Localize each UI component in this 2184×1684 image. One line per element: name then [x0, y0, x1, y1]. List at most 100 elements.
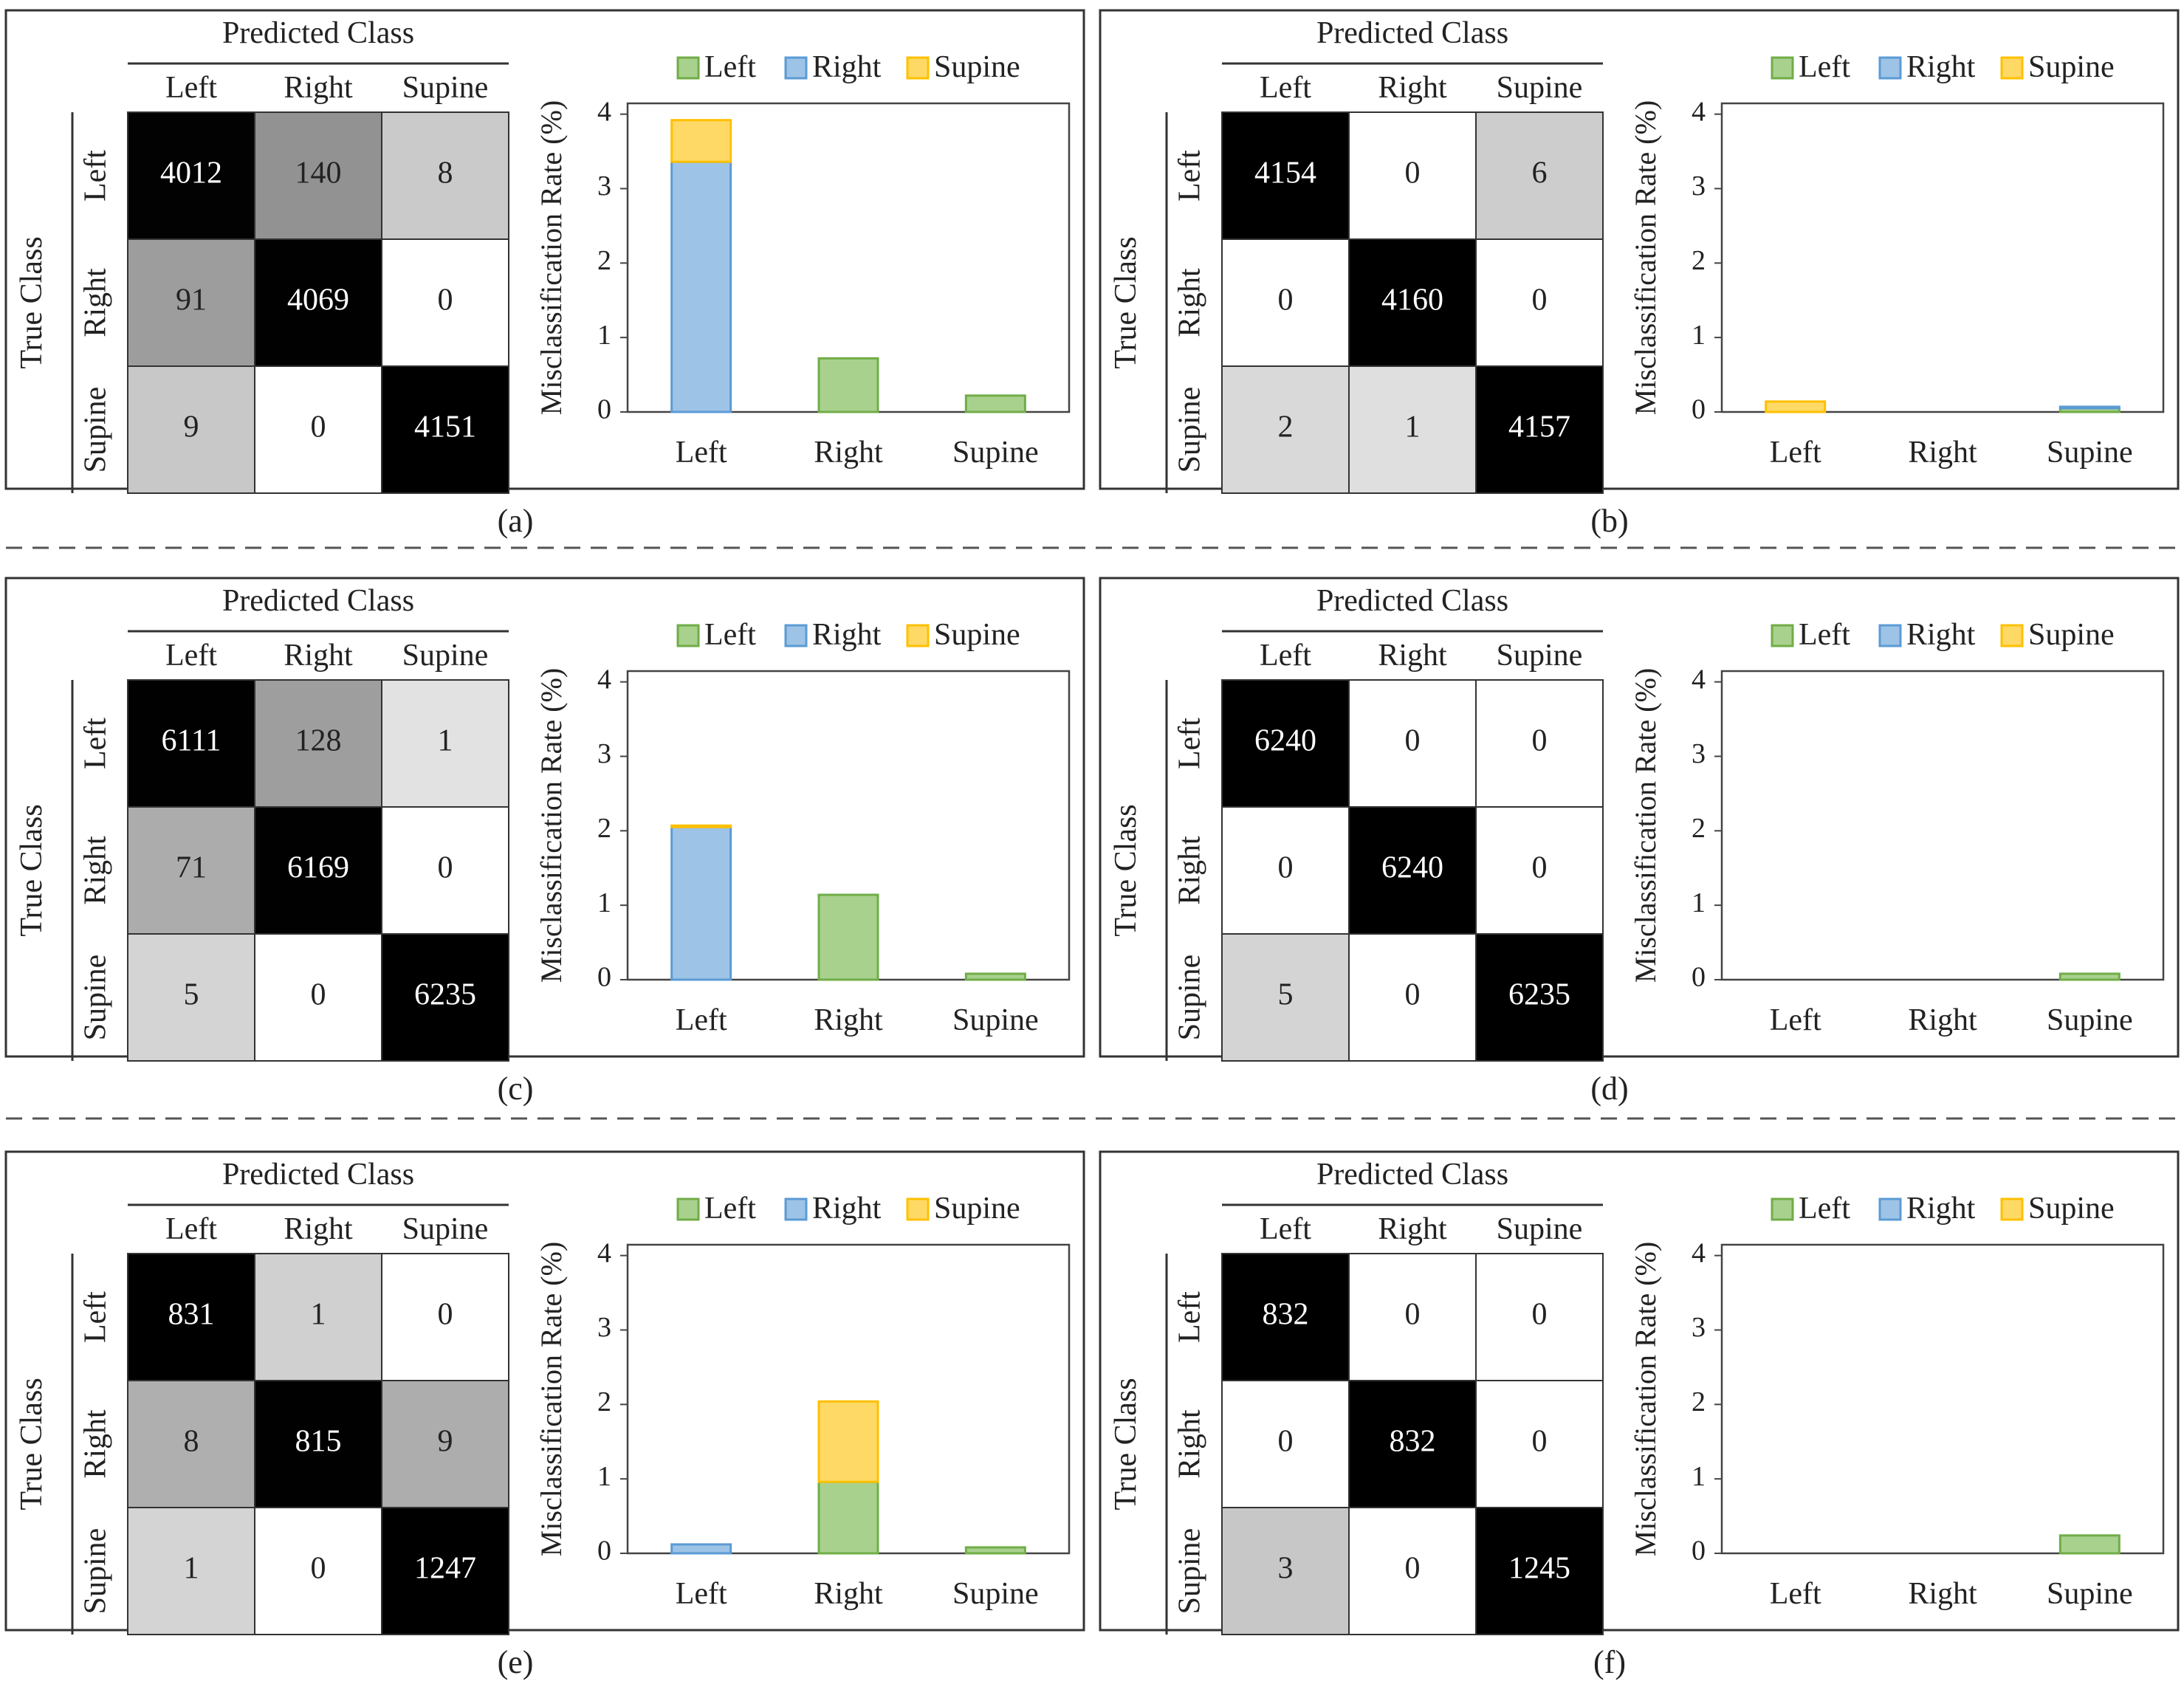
x-tick-label: Left — [676, 436, 727, 470]
true-tick-label: Supine — [1173, 1528, 1207, 1615]
true-class-label: True Class — [15, 1378, 49, 1510]
x-tick-label: Left — [1770, 1577, 1821, 1611]
legend-label: Supine — [2028, 618, 2115, 652]
matrix-value: 0 — [1278, 1425, 1294, 1459]
matrix-value: 6240 — [1254, 724, 1316, 758]
x-tick-label: Right — [1908, 1577, 1977, 1611]
true-tick-label: Right — [79, 268, 113, 337]
predicted-tick-label: Right — [284, 639, 353, 673]
y-tick-label: 0 — [597, 394, 611, 425]
predicted-tick-label: Right — [284, 1212, 353, 1246]
matrix-value: 1245 — [1508, 1552, 1570, 1586]
matrix-cell — [1475, 933, 1604, 1062]
panel-caption: (d) — [1590, 1070, 1628, 1107]
y-tick-label: 3 — [597, 1312, 611, 1343]
matrix-cell — [381, 933, 509, 1062]
y-tick-label: 1 — [597, 320, 611, 351]
y-axis-label: Misclassification Rate (%) — [1629, 668, 1662, 983]
true-tick-label: Supine — [79, 387, 113, 473]
matrix-cell — [1348, 933, 1477, 1062]
y-tick-label: 1 — [1692, 887, 1706, 918]
bar-chart: 0 1 2 3 4 Misclassification Rate (%) Left Right… — [535, 1192, 1071, 1611]
matrix-cell — [381, 111, 509, 240]
legend: Left Right Supine — [1771, 50, 2115, 84]
legend-label: Supine — [934, 50, 1020, 84]
x-tick-label: Supine — [2047, 1577, 2133, 1611]
x-tick-label: Supine — [952, 436, 1039, 470]
y-axis-label: Misclassification Rate (%) — [1629, 1242, 1662, 1557]
y-tick-label: 2 — [597, 245, 611, 276]
panel-frame — [1099, 577, 2180, 1058]
predicted-tick-label: Right — [1378, 639, 1447, 673]
matrix-value: 0 — [311, 978, 326, 1012]
matrix-value: 0 — [1405, 724, 1421, 758]
true-class-label: True Class — [1109, 1378, 1143, 1510]
matrix-cell — [1221, 933, 1350, 1062]
matrix-cell — [127, 679, 255, 808]
true-tick-label: Left — [1173, 718, 1207, 769]
legend-label: Left — [1799, 50, 1850, 84]
matrix-value: 1 — [1405, 410, 1421, 444]
y-tick-label: 0 — [1692, 394, 1706, 425]
true-tick-label: Left — [1173, 1291, 1207, 1343]
bar-left-supine — [2058, 972, 2121, 981]
legend-swatch-supine — [906, 56, 930, 80]
matrix-value: 832 — [1263, 1298, 1309, 1332]
legend-swatch-left — [676, 1197, 700, 1221]
x-tick-label: Supine — [952, 1577, 1039, 1611]
matrix-value: 4160 — [1381, 283, 1443, 317]
matrix-value: 91 — [176, 283, 207, 317]
matrix-cell — [1221, 365, 1350, 494]
y-tick-label: 3 — [1692, 171, 1706, 202]
bar-right-left — [670, 160, 732, 413]
matrix-value: 0 — [1405, 978, 1421, 1012]
true-tick-label: Left — [1173, 150, 1207, 202]
matrix-value: 6 — [1532, 157, 1548, 190]
y-tick-label: 4 — [1692, 664, 1706, 695]
predicted-tick-label: Supine — [1497, 639, 1583, 673]
matrix-cell — [1348, 679, 1477, 808]
bar-chart: 0 1 2 3 4 Misclassification Rate (%) Left Right… — [535, 50, 1071, 470]
matrix-value: 0 — [1532, 851, 1548, 885]
panel-caption: (a) — [498, 503, 534, 539]
matrix-value: 5 — [184, 978, 199, 1012]
matrix-value: 9 — [184, 410, 199, 444]
legend-swatch-right — [784, 1197, 808, 1221]
x-tick-label: Right — [814, 436, 883, 470]
matrix-value: 128 — [295, 724, 342, 758]
matrix-cell — [1348, 806, 1477, 935]
matrix-cell — [254, 238, 382, 367]
matrix-value: 0 — [1405, 157, 1421, 190]
true-tick-label: Right — [1173, 268, 1207, 337]
legend-swatch-supine — [2000, 624, 2024, 647]
legend-label: Right — [1906, 1192, 1976, 1226]
legend-label: Right — [812, 618, 882, 652]
y-tick-label: 1 — [1692, 320, 1706, 351]
bar-supine-left — [1765, 400, 1827, 413]
matrix-value: 831 — [168, 1298, 215, 1332]
matrix-value: 1 — [184, 1552, 199, 1586]
x-tick-label: Right — [1908, 1003, 1977, 1037]
matrix-value: 0 — [311, 1552, 326, 1586]
y-tick-label: 1 — [597, 1461, 611, 1492]
bar-right-left — [670, 825, 732, 981]
true-tick-label: Supine — [1173, 387, 1207, 473]
panel-frame — [1099, 1150, 2180, 1632]
y-tick-label: 4 — [1692, 96, 1706, 127]
matrix-value: 6235 — [414, 978, 476, 1012]
true-tick-label: Left — [79, 718, 113, 769]
matrix-value: 815 — [295, 1425, 342, 1459]
legend-label: Right — [1906, 618, 1976, 652]
matrix-cell — [1221, 679, 1350, 808]
matrix-value: 1 — [311, 1298, 326, 1332]
y-tick-label: 4 — [597, 1237, 611, 1268]
matrix-value: 832 — [1390, 1425, 1436, 1459]
matrix-value: 71 — [176, 851, 207, 885]
